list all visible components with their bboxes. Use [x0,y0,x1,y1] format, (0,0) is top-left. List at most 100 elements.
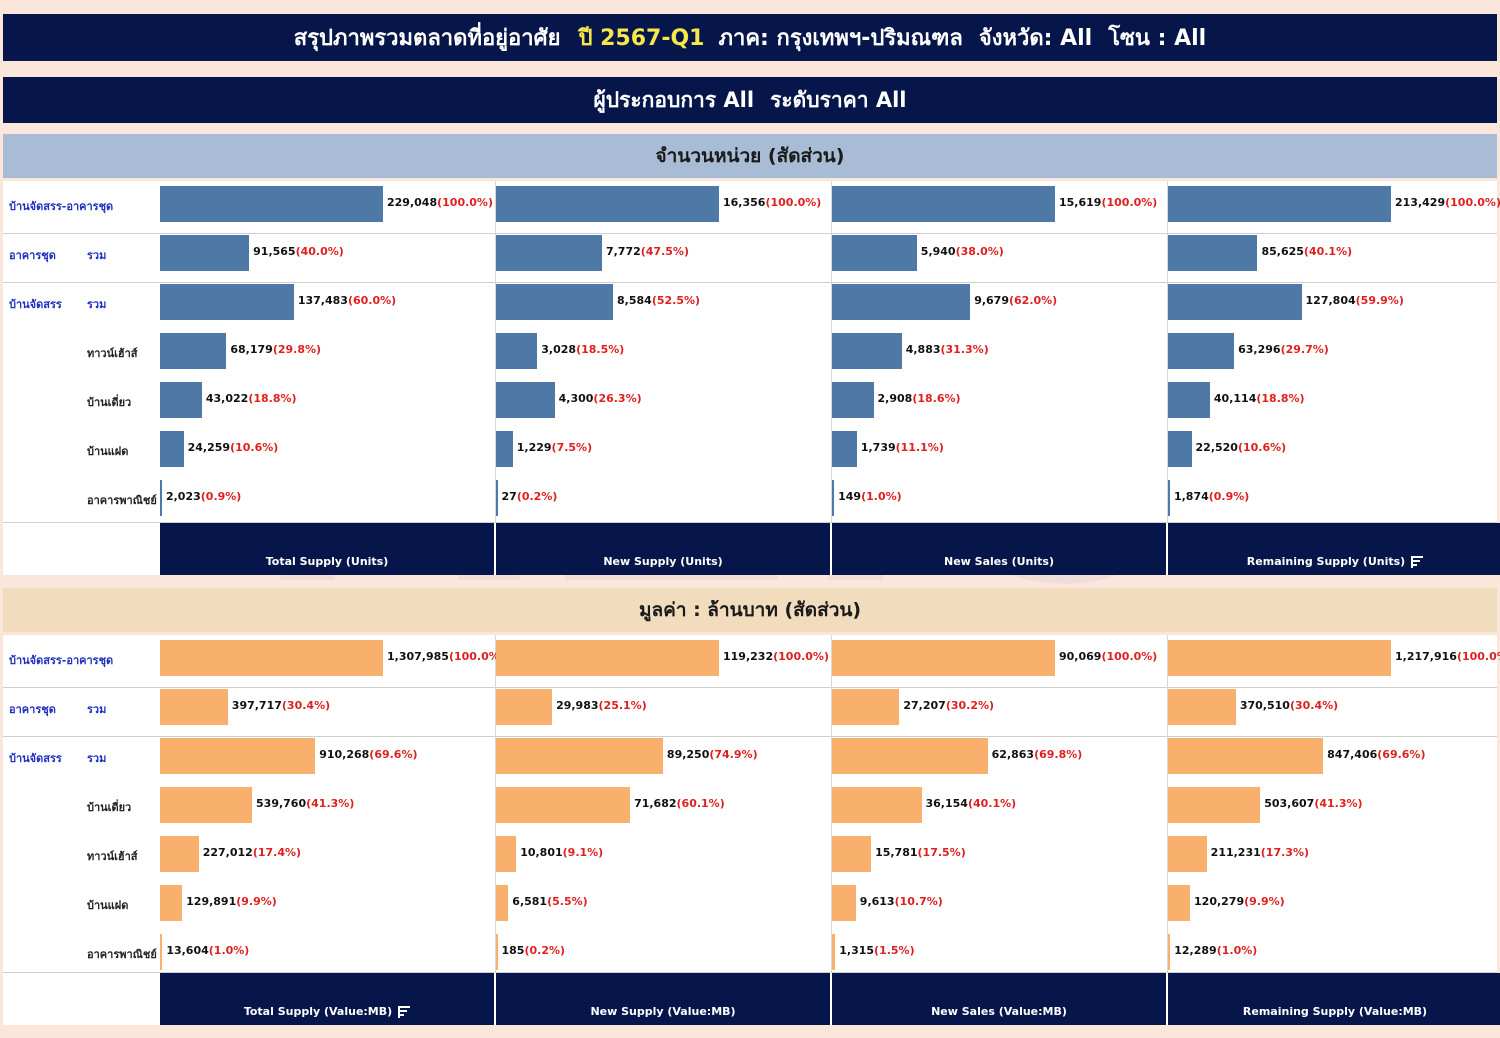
column-title: Total Supply (Units) [265,555,389,568]
bar-1-1-3[interactable] [496,787,631,823]
bar-0-2-2[interactable] [832,284,971,320]
bar-1-2-3[interactable] [832,787,922,823]
bar-0-1-1[interactable] [496,235,602,271]
zone-filter[interactable]: โซน : All [1108,26,1207,51]
bar-0-0-2[interactable] [160,284,294,320]
bar-1-2-6[interactable] [832,934,836,970]
bar-0-3-5[interactable] [1168,431,1192,467]
bar-1-3-0[interactable] [1168,640,1391,676]
bar-0-0-6[interactable] [160,480,162,516]
bar-0-1-5[interactable] [496,431,513,467]
row-group-label: บ้านจัดสรร-อาคารชุด [9,200,114,213]
data-label: 120,279(9.9%) [1194,895,1285,908]
filter-icon[interactable] [398,1006,411,1018]
value-percent: (1.0%) [208,944,250,957]
column-header-1-1[interactable]: New Supply (Value:MB) [496,973,830,1025]
data-label: 15,619(100.0%) [1059,196,1157,209]
bar-0-3-4[interactable] [1168,382,1210,418]
bar-1-0-2[interactable] [160,738,316,774]
bar-1-3-3[interactable] [1168,787,1261,823]
bar-0-2-5[interactable] [832,431,857,467]
bar-0-3-6[interactable] [1168,480,1170,516]
column-header-0-3[interactable]: Remaining Supply (Units) [1168,523,1500,575]
column-header-1-2[interactable]: New Sales (Value:MB) [832,973,1166,1025]
bar-1-2-4[interactable] [832,836,872,872]
bar-1-1-6[interactable] [496,934,498,970]
bar-1-0-0[interactable] [160,640,383,676]
bar-1-3-2[interactable] [1168,738,1324,774]
bar-0-0-3[interactable] [160,333,227,369]
bar-0-1-6[interactable] [496,480,498,516]
column-header-0-1[interactable]: New Supply (Units) [496,523,830,575]
bar-0-0-0[interactable] [160,186,383,222]
value-number: 127,804 [1305,294,1356,307]
bar-1-1-2[interactable] [496,738,663,774]
bar-0-0-4[interactable] [160,382,202,418]
bar-1-2-2[interactable] [832,738,988,774]
value-percent: (29.8%) [272,343,322,356]
bar-1-3-6[interactable] [1168,934,1171,970]
column-header-1-0[interactable]: Total Supply (Value:MB) [160,973,494,1025]
bar-1-0-1[interactable] [160,689,228,725]
column-header-1-3[interactable]: Remaining Supply (Value:MB) [1168,973,1500,1025]
bar-0-2-4[interactable] [832,382,874,418]
bar-0-1-0[interactable] [496,186,719,222]
value-number: 71,682 [634,797,677,810]
value-number: 2,023 [165,490,201,503]
bar-0-1-4[interactable] [496,382,555,418]
bar-0-0-1[interactable] [160,235,250,271]
bar-1-1-0[interactable] [496,640,719,676]
bar-0-3-1[interactable] [1168,235,1258,271]
units-section-title: จำนวนหน่วย (สัดส่วน) [3,134,1497,178]
bar-1-1-1[interactable] [496,689,553,725]
value-percent: (100.0%) [1456,650,1500,663]
value-number: 137,483 [297,294,348,307]
value-chart-panel: บ้านจัดสรร-อาคารชุด อาคารชุด รวม บ้านจัดสรร… [3,635,1500,1025]
bar-0-2-0[interactable] [832,186,1055,222]
bar-1-3-5[interactable] [1168,885,1191,921]
province-filter[interactable]: จังหวัด: All [978,26,1093,51]
data-label: 27,207(30.2%) [903,699,994,712]
bar-1-2-0[interactable] [832,640,1055,676]
price-level-filter[interactable]: ระดับราคา All [770,87,907,112]
value-percent: (11.1%) [895,441,944,454]
bar-1-3-1[interactable] [1168,689,1236,725]
column-header-0-2[interactable]: New Sales (Units) [832,523,1166,575]
bar-0-2-6[interactable] [832,480,835,516]
data-label: 27(0.2%) [502,490,558,503]
column-header-0-0[interactable]: Total Supply (Units) [160,523,494,575]
bar-1-2-5[interactable] [832,885,856,921]
value-number: 229,048 [387,196,438,209]
data-label: 847,406(69.6%) [1327,748,1425,761]
bar-1-0-3[interactable] [160,787,253,823]
data-label: 43,022(18.8%) [206,392,297,405]
bar-1-0-6[interactable] [160,934,163,970]
value-number: 43,022 [205,392,249,405]
value-number: 847,406 [1327,748,1378,761]
bar-1-1-4[interactable] [496,836,517,872]
period-filter[interactable]: ปี 2567-Q1 [578,26,705,51]
bar-0-0-5[interactable] [160,431,184,467]
bar-0-1-2[interactable] [496,284,614,320]
value-percent: (100.0%) [1101,196,1158,209]
bar-0-3-0[interactable] [1168,186,1391,222]
value-percent: (29.7%) [1280,343,1329,356]
developer-filter[interactable]: ผู้ประกอบการ All [593,87,755,112]
bar-0-1-3[interactable] [496,333,538,369]
value-percent: (10.6%) [1237,441,1287,454]
row-sub-label: รวม [87,298,107,311]
value-percent: (17.4%) [252,846,302,859]
data-label: 1,874(0.9%) [1174,490,1249,503]
bar-1-1-5[interactable] [496,885,509,921]
filter-icon[interactable] [1411,556,1424,568]
bar-0-2-3[interactable] [832,333,902,369]
bar-1-3-4[interactable] [1168,836,1207,872]
bar-0-3-3[interactable] [1168,333,1235,369]
bar-1-2-1[interactable] [832,689,900,725]
bar-0-3-2[interactable] [1168,284,1302,320]
bar-1-0-5[interactable] [160,885,183,921]
bar-0-2-1[interactable] [832,235,917,271]
value-number: 1,315 [839,944,875,957]
region-filter[interactable]: ภาค: กรุงเทพฯ-ปริมณฑล [718,26,963,51]
bar-1-0-4[interactable] [160,836,199,872]
